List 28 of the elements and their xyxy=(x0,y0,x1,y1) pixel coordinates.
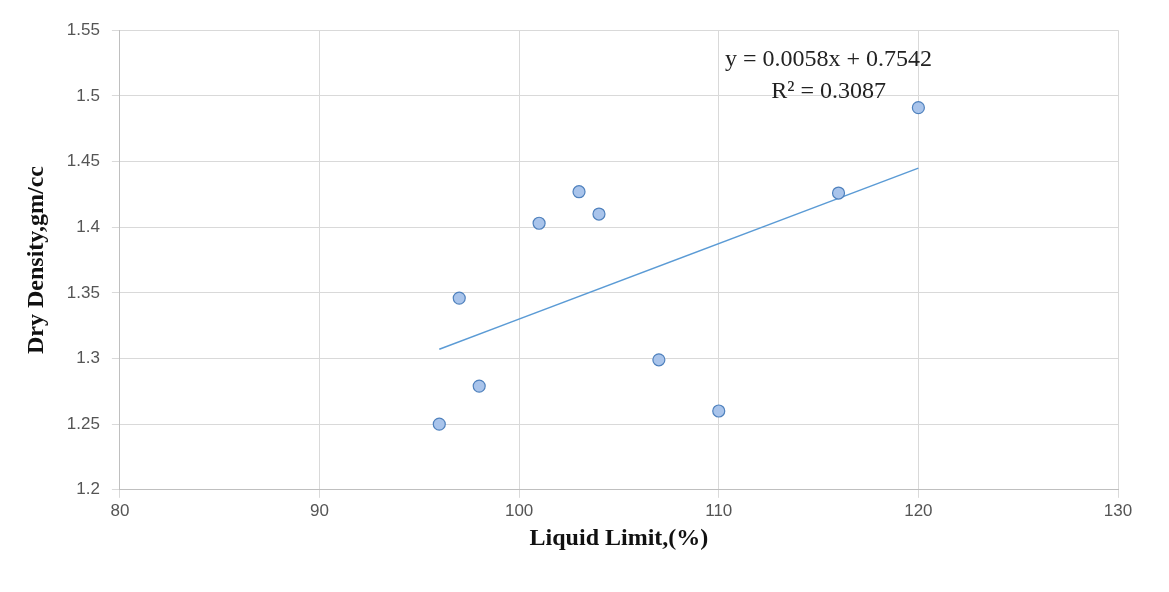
point xyxy=(911,101,925,115)
y-tick-label: 1.4 xyxy=(76,216,100,236)
y-tick-label: 1.3 xyxy=(76,348,100,368)
point xyxy=(472,379,486,393)
annotation: y = 0.0058x + 0.7542 xyxy=(725,45,933,72)
y-tick-label: 1.2 xyxy=(76,479,100,499)
x-tick-label: 80 xyxy=(110,500,130,520)
point xyxy=(452,291,466,305)
annotation: R² = 0.3087 xyxy=(771,77,886,104)
point xyxy=(432,417,446,431)
point xyxy=(712,404,726,418)
x-tick-label: 110 xyxy=(705,500,733,520)
x-axis-title: Liquid Limit,(%) xyxy=(529,523,709,550)
y-axis-title: Dry Density,gm/cc xyxy=(21,165,48,354)
y-tick-label: 1.5 xyxy=(76,85,100,105)
y-tick-label: 1.25 xyxy=(66,413,100,433)
y-tick-label: 1.45 xyxy=(66,151,100,171)
x-tick-label: 120 xyxy=(904,500,933,520)
x-tick-label: 90 xyxy=(310,500,329,520)
x-tick-label: 130 xyxy=(1103,500,1133,520)
point xyxy=(532,216,546,230)
point xyxy=(831,186,846,200)
point xyxy=(592,207,606,221)
point xyxy=(652,353,666,367)
x-tick-label: 100 xyxy=(504,500,534,520)
y-tick-label: 1.35 xyxy=(66,282,100,302)
y-tick-label: 1.55 xyxy=(66,19,100,39)
point xyxy=(572,185,586,199)
